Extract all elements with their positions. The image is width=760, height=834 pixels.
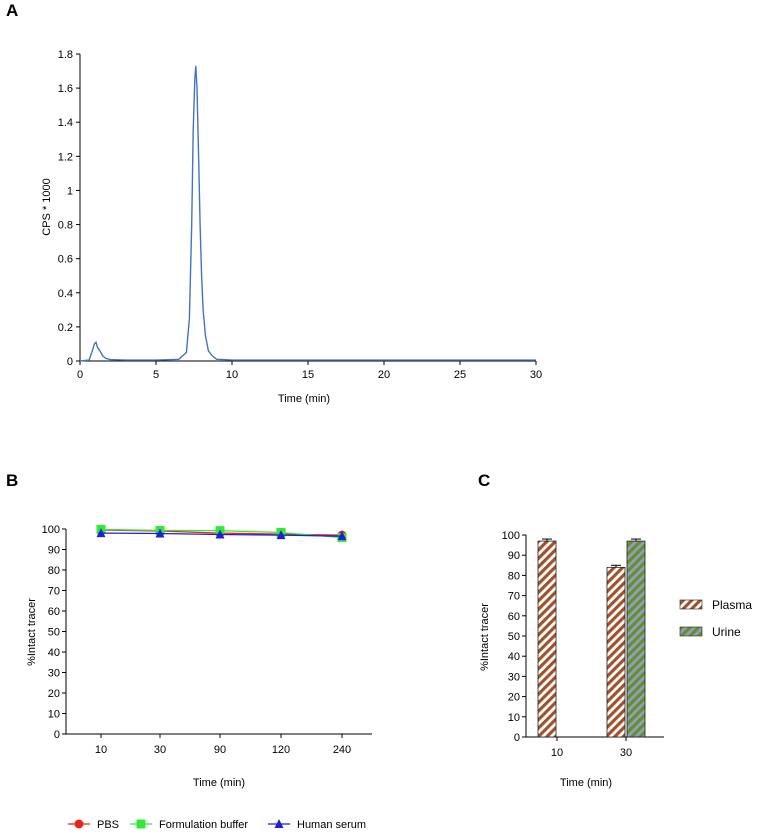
stability-x-tick-label: 120	[272, 744, 290, 756]
bio-y-tick-label: 60	[508, 611, 520, 623]
bio-legend: Plasma Urine	[679, 598, 752, 639]
stability-y-tick-label: 30	[48, 668, 60, 680]
plasma-legend-swatch	[679, 599, 703, 610]
bio-y-tick-label: 70	[508, 591, 520, 603]
bio-y-axis-title: %Intact tracer	[479, 603, 491, 671]
stability-y-tick-label: 100	[42, 524, 60, 536]
formulation-buffer-legend-marker	[136, 819, 146, 829]
chromatogram-trace	[79, 65, 536, 362]
human-serum-point	[215, 529, 225, 539]
bio-y-tick-label: 20	[508, 692, 520, 704]
chromatogram-y-tick-label: 1.2	[58, 151, 73, 163]
stability-x-tick-label: 90	[214, 744, 226, 756]
stability-y-axis-title: %Intact tracer	[26, 598, 38, 666]
urine-legend-swatch	[679, 626, 703, 637]
panel-label-a: A	[6, 1, 18, 20]
chromatogram-y-tick-label: 0.8	[58, 220, 73, 232]
human-serum-point	[337, 531, 347, 541]
pbs-legend-marker	[74, 819, 84, 829]
stability-y-tick-label: 10	[48, 709, 60, 721]
bio-y-tick-label: 40	[508, 651, 520, 663]
chromatogram-y-tick-label: 0.4	[58, 288, 73, 300]
urine-bar	[626, 540, 646, 738]
stability-y-tick-label: 50	[48, 627, 60, 639]
bio-y-tick-label: 10	[508, 712, 520, 724]
bio-y-tick-label: 80	[508, 570, 520, 582]
stability-y-tick-label: 90	[48, 545, 60, 557]
chromatogram-y-axis-title: CPS * 1000	[41, 178, 53, 235]
bio-x-tick-label: 30	[620, 747, 632, 759]
chromatogram-y-tick-label: 1.8	[58, 49, 73, 61]
urine-legend-label: Urine	[712, 625, 741, 639]
chromatogram-chart: 00.20.40.60.811.21.41.61.8 0 5 10 15 20 25 30 …	[41, 49, 542, 405]
bio-y-tick-label: 100	[502, 530, 520, 542]
chromatogram-y-tick-label: 1	[67, 185, 73, 197]
chromatogram-y-tick-label: 0.2	[58, 322, 73, 334]
human-serum-point	[276, 530, 286, 540]
chromatogram-x-tick-label: 20	[378, 369, 390, 381]
bio-x-tick-label: 10	[551, 747, 563, 759]
chromatogram-x-axis-title: Time (min)	[278, 393, 330, 405]
formulation-buffer-legend-label: Formulation buffer	[159, 819, 248, 831]
bio-x-axis-title: Time (min)	[560, 777, 612, 789]
bio-y-tick-label: 0	[514, 732, 520, 744]
plasma-legend-label: Plasma	[712, 598, 752, 612]
stability-legend: PBS Formulation buffer Human serum	[68, 819, 366, 831]
chromatogram-y-tick-label: 0	[67, 356, 73, 368]
chromatogram-y-tick-label: 0.6	[58, 254, 73, 266]
chromatogram-x-tick-label: 0	[77, 369, 83, 381]
chromatogram-x-tick-label: 25	[454, 369, 466, 381]
bio-y-tick-label: 30	[508, 671, 520, 683]
stability-x-axis-title: Time (min)	[193, 777, 245, 789]
stability-y-tick-label: 60	[48, 606, 60, 618]
human-serum-legend-marker	[274, 819, 284, 828]
stability-x-tick-label: 30	[154, 744, 166, 756]
chromatogram-y-tick-label: 1.4	[58, 117, 73, 129]
pbs-legend-label: PBS	[97, 819, 119, 831]
chromatogram-x-tick-label: 30	[530, 369, 542, 381]
chromatogram-x-tick-label: 15	[302, 369, 314, 381]
human-serum-point	[155, 528, 165, 538]
stability-y-tick-label: 20	[48, 688, 60, 700]
bio-y-tick-label: 90	[508, 550, 520, 562]
human-serum-point	[96, 528, 106, 538]
bio-y-tick-label: 50	[508, 631, 520, 643]
stability-y-tick-label: 80	[48, 565, 60, 577]
stability-x-tick-label: 240	[333, 744, 351, 756]
stability-x-tick-label: 10	[95, 744, 107, 756]
chromatogram-x-tick-label: 5	[153, 369, 159, 381]
stability-y-tick-label: 0	[54, 729, 60, 741]
stability-chart: 0 10 20 30 40 50 60 70 80 90 100 10 30 90 120 240 Time…	[26, 524, 372, 831]
chromatogram-x-tick-label: 10	[226, 369, 238, 381]
panel-label-c: C	[478, 471, 490, 490]
biological-stability-chart: 0 10 20 30 40 50 60 70 80 90 100 10 30 Time (min) %…	[479, 530, 752, 789]
human-serum-legend-label: Human serum	[297, 819, 366, 831]
chromatogram-y-tick-label: 1.6	[58, 83, 73, 95]
stability-y-tick-label: 70	[48, 586, 60, 598]
stability-y-tick-label: 40	[48, 647, 60, 659]
panel-label-b: B	[6, 471, 18, 490]
plasma-bar	[606, 566, 626, 738]
plasma-bar	[537, 540, 557, 738]
